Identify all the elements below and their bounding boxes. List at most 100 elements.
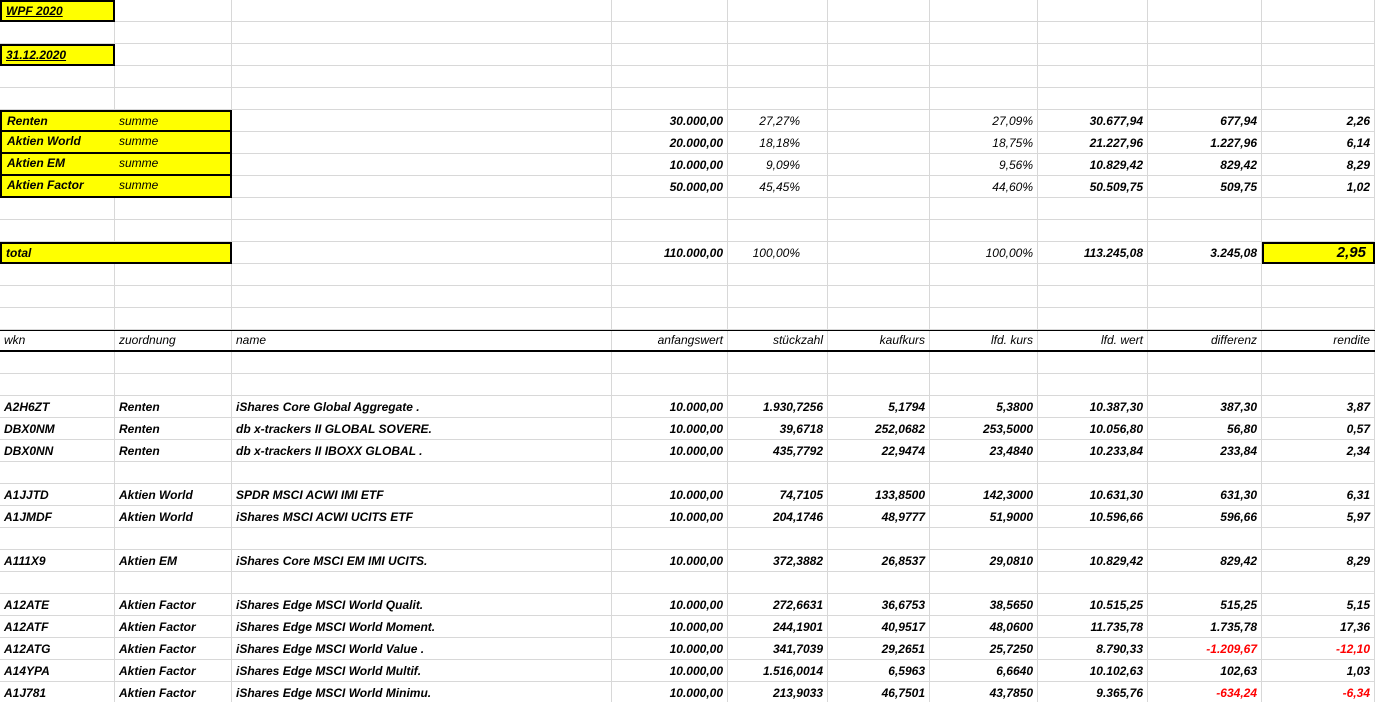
cell-rendite[interactable]: 1,03 [1346,664,1370,678]
cell-differenz[interactable]: 102,63 [1220,664,1257,678]
column-header-stueckzahl[interactable]: stückzahl [728,330,828,352]
cell-lfd-kurs[interactable]: 25,7250 [989,642,1033,656]
cell-lfd-wert[interactable]: 10.515,25 [1089,598,1143,612]
cell-zuordnung[interactable]: Renten [119,400,160,414]
cell-kaufkurs[interactable]: 5,1794 [888,400,925,414]
cell-rendite[interactable]: 8,29 [1346,554,1370,568]
summary-wert-cell[interactable]: 50.509,75 [1089,180,1143,194]
column-header-differenz[interactable]: differenz [1148,330,1262,352]
cell-differenz[interactable]: -634,24 [1216,686,1257,700]
cell-stueckzahl[interactable]: 244,1901 [772,620,823,634]
cell-differenz[interactable]: 829,42 [1220,554,1257,568]
cell-name[interactable]: iShares Edge MSCI World Multif. [236,664,422,678]
summary-category-cell[interactable]: Aktien EM summe [0,154,232,176]
cell-stueckzahl[interactable]: 1.930,7256 [762,400,823,414]
summary-category-cell[interactable]: Aktien Factor summe [0,176,232,198]
cell-zuordnung[interactable]: Aktien EM [119,554,178,568]
column-header-rendite[interactable]: rendite [1262,330,1375,352]
summary-category-cell[interactable]: Renten summe [0,110,232,132]
cell-stueckzahl[interactable]: 372,3882 [772,554,823,568]
cell-zuordnung[interactable]: Aktien Factor [119,620,196,634]
summary-differenz-cell[interactable]: 1.227,96 [1210,136,1257,150]
summary-wert-cell[interactable]: 21.227,96 [1089,136,1143,150]
cell-rendite[interactable]: 17,36 [1339,620,1370,634]
cell-kaufkurs[interactable]: 29,2651 [881,642,925,656]
cell-lfd-kurs[interactable]: 51,9000 [989,510,1033,524]
cell-wkn[interactable]: A12ATG [4,642,51,656]
cell-rendite[interactable]: -6,34 [1342,686,1370,700]
cell-lfd-kurs[interactable]: 5,3800 [996,400,1033,414]
summary-rendite-cell[interactable]: 2,26 [1346,114,1370,128]
cell-zuordnung[interactable]: Aktien Factor [119,642,196,656]
report-date-cell[interactable]: 31.12.2020 [0,44,115,66]
cell-wkn[interactable]: A1JMDF [4,510,53,524]
column-header-lfd-kurs[interactable]: lfd. kurs [930,330,1038,352]
cell-differenz[interactable]: 233,84 [1220,444,1257,458]
cell-wkn[interactable]: A12ATE [4,598,50,612]
summary-rendite-cell[interactable]: 8,29 [1346,158,1370,172]
cell-wkn[interactable]: A14YPA [4,664,50,678]
cell-lfd-wert[interactable]: 10.102,63 [1089,664,1143,678]
cell-name[interactable]: db x-trackers II GLOBAL SOVERE. [236,422,432,436]
cell-rendite[interactable]: 6,31 [1346,488,1370,502]
total-anteil-soll-cell[interactable]: 100,00% [752,246,800,260]
cell-stueckzahl[interactable]: 204,1746 [772,510,823,524]
summary-wert-cell[interactable]: 30.677,94 [1089,114,1143,128]
sheet-title-cell[interactable]: WPF 2020 [0,0,115,22]
cell-kaufkurs[interactable]: 36,6753 [881,598,925,612]
cell-kaufkurs[interactable]: 6,5963 [888,664,925,678]
cell-anfangswert[interactable]: 10.000,00 [669,510,723,524]
summary-rendite-cell[interactable]: 6,14 [1346,136,1370,150]
cell-wkn[interactable]: A1J781 [4,686,47,700]
summary-anfangswert-cell[interactable]: 20.000,00 [669,136,723,150]
cell-rendite[interactable]: 3,87 [1346,400,1370,414]
cell-kaufkurs[interactable]: 252,0682 [874,422,925,436]
cell-name[interactable]: iShares MSCI ACWI UCITS ETF [236,510,413,524]
cell-differenz[interactable]: 56,80 [1226,422,1257,436]
cell-lfd-kurs[interactable]: 6,6640 [996,664,1033,678]
cell-zuordnung[interactable]: Aktien World [119,488,193,502]
cell-wkn[interactable]: DBX0NN [4,444,54,458]
summary-anfangswert-cell[interactable]: 10.000,00 [669,158,723,172]
summary-anteil-soll-cell[interactable]: 9,09% [765,158,800,172]
cell-lfd-wert[interactable]: 10.233,84 [1089,444,1143,458]
column-header-name[interactable]: name [232,330,612,352]
cell-anfangswert[interactable]: 10.000,00 [669,620,723,634]
column-header-wkn[interactable]: wkn [0,330,115,352]
cell-kaufkurs[interactable]: 46,7501 [881,686,925,700]
cell-anfangswert[interactable]: 10.000,00 [669,642,723,656]
cell-anfangswert[interactable]: 10.000,00 [669,554,723,568]
column-header-anfangswert[interactable]: anfangswert [612,330,728,352]
cell-anfangswert[interactable]: 10.000,00 [669,444,723,458]
cell-zuordnung[interactable]: Aktien Factor [119,664,196,678]
cell-stueckzahl[interactable]: 435,7792 [772,444,823,458]
total-label-cell[interactable]: total [0,242,232,264]
summary-anfangswert-cell[interactable]: 30.000,00 [669,114,723,128]
cell-name[interactable]: iShares Edge MSCI World Minimu. [236,686,432,700]
summary-anteil-ist-cell[interactable]: 9,56% [998,158,1033,172]
cell-lfd-kurs[interactable]: 29,0810 [989,554,1033,568]
cell-rendite[interactable]: 0,57 [1346,422,1370,436]
cell-differenz[interactable]: 1.735,78 [1210,620,1257,634]
summary-anteil-ist-cell[interactable]: 18,75% [992,136,1033,150]
cell-stueckzahl[interactable]: 39,6718 [779,422,823,436]
cell-rendite[interactable]: 5,15 [1346,598,1370,612]
cell-stueckzahl[interactable]: 272,6631 [772,598,823,612]
cell-differenz[interactable]: 631,30 [1220,488,1257,502]
cell-kaufkurs[interactable]: 48,9777 [881,510,925,524]
cell-lfd-wert[interactable]: 10.387,30 [1089,400,1143,414]
summary-anteil-soll-cell[interactable]: 45,45% [759,180,800,194]
summary-differenz-cell[interactable]: 677,94 [1220,114,1257,128]
cell-wkn[interactable]: A111X9 [4,554,46,568]
cell-wkn[interactable]: A2H6ZT [4,400,50,414]
cell-differenz[interactable]: 596,66 [1220,510,1257,524]
cell-anfangswert[interactable]: 10.000,00 [669,686,723,700]
column-header-kaufkurs[interactable]: kaufkurs [828,330,930,352]
summary-anteil-soll-cell[interactable]: 18,18% [759,136,800,150]
cell-rendite[interactable]: 2,34 [1346,444,1370,458]
cell-differenz[interactable]: 515,25 [1220,598,1257,612]
total-anfangswert-cell[interactable]: 110.000,00 [663,246,723,260]
cell-anfangswert[interactable]: 10.000,00 [669,664,723,678]
summary-anteil-ist-cell[interactable]: 27,09% [992,114,1033,128]
